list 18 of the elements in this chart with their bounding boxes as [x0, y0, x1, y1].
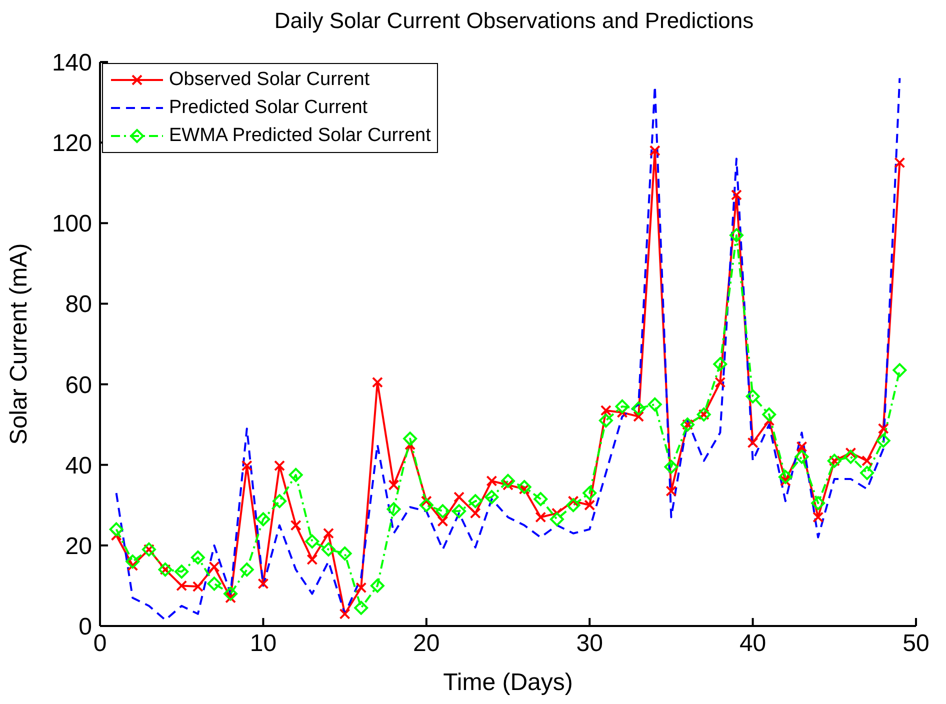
y-tick-label: 140 [52, 50, 92, 77]
x-tick-label: 50 [902, 630, 930, 658]
x-tick-label: 40 [739, 630, 766, 658]
x-tick-label: 10 [250, 630, 277, 658]
x-axis-title: Time (Days) [443, 669, 573, 696]
y-tick-label: 60 [65, 372, 92, 399]
y-axis-title: Solar Current (mA) [6, 243, 33, 445]
y-tick-label: 20 [65, 532, 92, 560]
y-tick-label: 120 [52, 130, 92, 158]
y-tick-label: 100 [52, 210, 92, 238]
legend-label: EWMA Predicted Solar Current [169, 125, 431, 147]
x-tick-label: 20 [413, 630, 440, 658]
legend-label: Observed Solar Current [169, 69, 370, 91]
legend-label: Predicted Solar Current [169, 97, 368, 119]
x-tick-label: 30 [576, 630, 603, 658]
chart-title: Daily Solar Current Observations and Predictions [273, 8, 755, 34]
y-tick-label: 80 [65, 291, 92, 318]
y-tick-label: 40 [65, 452, 92, 480]
